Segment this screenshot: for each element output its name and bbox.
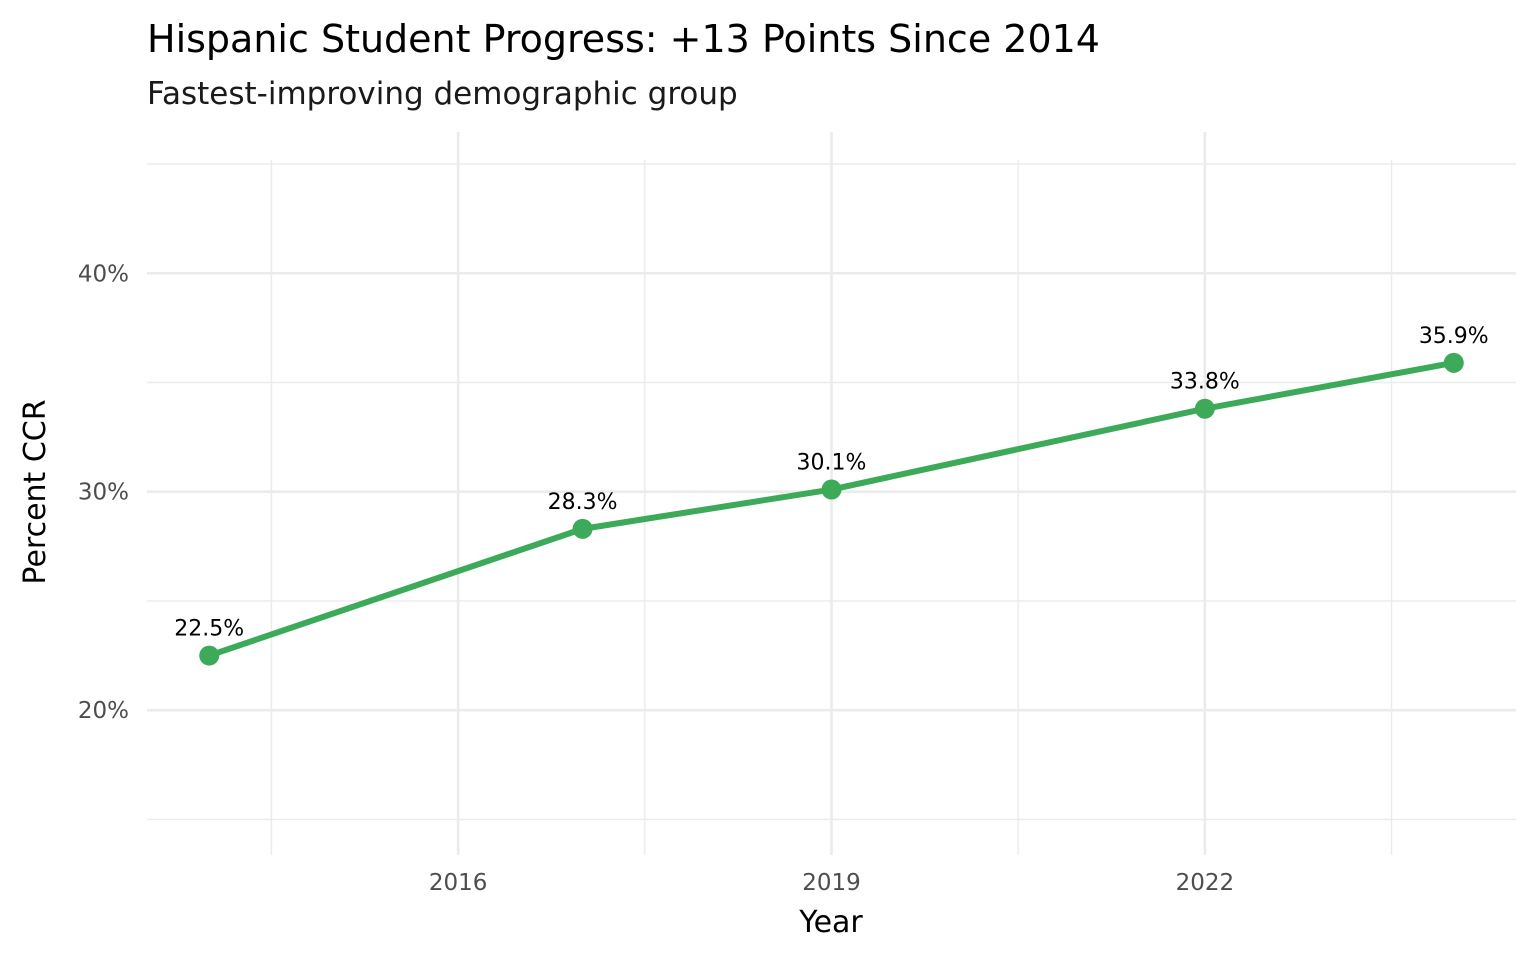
x-tick-label: 2016 [429, 870, 488, 896]
y-tick-label: 20% [78, 698, 129, 724]
data-label: 33.8% [1170, 370, 1240, 395]
data-point [1194, 398, 1215, 419]
chart-subtitle: Fastest-improving demographic group [147, 76, 738, 112]
data-label: 22.5% [174, 617, 244, 642]
y-axis-title: Percent CCR [18, 399, 53, 584]
chart-title: Hispanic Student Progress: +13 Points Si… [147, 17, 1100, 61]
data-point [199, 645, 220, 666]
y-tick-label: 40% [78, 261, 129, 287]
data-series: 22.5% 28.3% 30.1% 33.8% 35.9% [174, 324, 1489, 666]
data-label: 30.1% [797, 451, 867, 476]
x-tick-label: 2022 [1176, 870, 1235, 896]
x-axis-title: Year [798, 905, 863, 940]
y-tick-label: 30% [78, 480, 129, 506]
data-label: 35.9% [1419, 324, 1489, 349]
data-point [572, 518, 593, 539]
x-tick-label: 2019 [802, 870, 861, 896]
data-point [1443, 352, 1464, 373]
data-point [821, 479, 842, 500]
tick-labels: 20% 30% 40% 2016 2019 2022 [78, 261, 1234, 896]
data-label: 28.3% [548, 490, 618, 515]
